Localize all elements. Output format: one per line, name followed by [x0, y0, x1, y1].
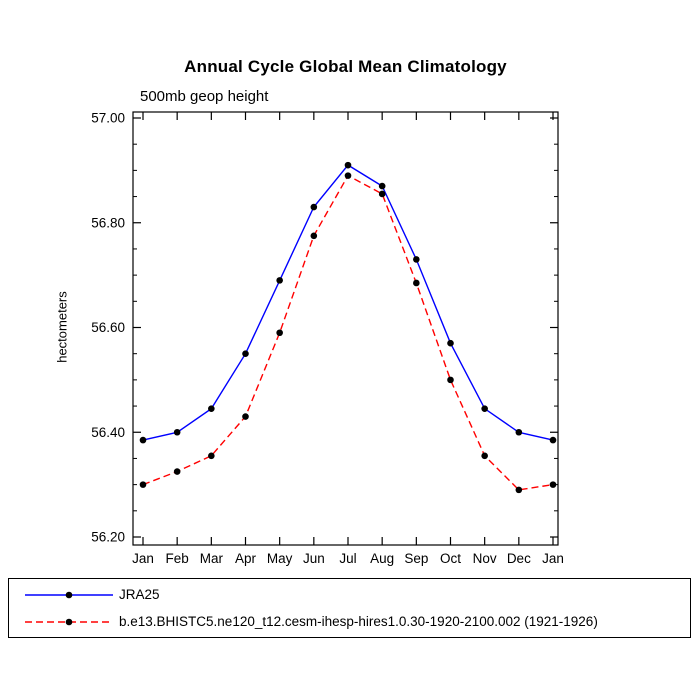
series-marker-1 [276, 329, 283, 337]
series-marker-1 [208, 452, 215, 460]
chart-canvas: 56.20 56.40 56.60 56.80 57.00 Jan Feb Mar Apr May… [91, 111, 564, 567]
plot-frame [132, 111, 559, 546]
x-tick-label: Nov [473, 551, 497, 566]
series-marker-1 [344, 172, 352, 179]
legend-label: JRA25 [119, 587, 160, 602]
series-marker-1 [413, 279, 420, 287]
chart-subtitle: 500mb geop height [140, 88, 269, 105]
x-tick-label: Oct [440, 551, 461, 566]
series-marker-0 [447, 339, 454, 347]
x-tick-label: Aug [370, 551, 394, 566]
y-tick-label: 56.80 [91, 215, 125, 230]
series-marker-1 [173, 468, 181, 475]
y-tick-label: 56.60 [91, 320, 125, 335]
series-marker-0 [139, 436, 147, 444]
legend-entry-model: b.e13.BHISTC5.ne120_t12.cesm-ihesp-hires… [9, 608, 690, 635]
series-line-1 [142, 174, 554, 491]
y-tick-label: 56.40 [91, 425, 125, 440]
legend-label: b.e13.BHISTC5.ne120_t12.cesm-ihesp-hires… [119, 614, 598, 629]
series-marker-0 [173, 428, 181, 436]
series-marker-1 [549, 481, 557, 488]
series-marker-0 [310, 203, 318, 211]
y-tick-label: 57.00 [91, 111, 125, 126]
x-tick-label: Apr [235, 551, 257, 566]
series-marker-0 [481, 405, 488, 412]
series-marker-0 [208, 405, 215, 412]
legend-line-sample-1 [25, 618, 113, 625]
series-marker-1 [242, 413, 249, 420]
y-tick-label: 56.20 [91, 530, 125, 545]
x-tick-label: Mar [200, 551, 224, 566]
x-tick-label: Sep [404, 551, 428, 566]
series-marker-1 [447, 376, 454, 384]
x-tick-label: Jun [303, 551, 325, 566]
series-marker-1 [515, 486, 523, 494]
x-tick-label: Jul [339, 551, 356, 566]
series-marker-1 [139, 481, 147, 488]
x-tick-label: Dec [507, 551, 531, 566]
series-marker-1 [378, 190, 386, 198]
series-marker-1 [310, 232, 318, 240]
series-marker-0 [242, 350, 249, 357]
series-marker-0 [276, 277, 283, 284]
series-line-0 [142, 164, 554, 441]
series-marker-0 [549, 436, 557, 444]
series-marker-0 [413, 256, 420, 263]
x-tick-label: Jan [542, 551, 564, 566]
x-tick-label: Feb [166, 551, 189, 566]
series-marker-0 [515, 428, 523, 436]
series-marker-0 [344, 161, 352, 169]
x-tick-label: May [267, 551, 293, 566]
series-marker-1 [481, 452, 488, 460]
legend-box: JRA25 b.e13.BHISTC5.ne120_t12.cesm-ihesp… [8, 578, 691, 638]
x-tick-label: Jan [132, 551, 154, 566]
series-marker-0 [378, 182, 386, 190]
legend-line-sample-0 [25, 591, 113, 598]
legend-entry-jra25: JRA25 [9, 581, 690, 608]
chart-title: Annual Cycle Global Mean Climatology [184, 57, 507, 76]
